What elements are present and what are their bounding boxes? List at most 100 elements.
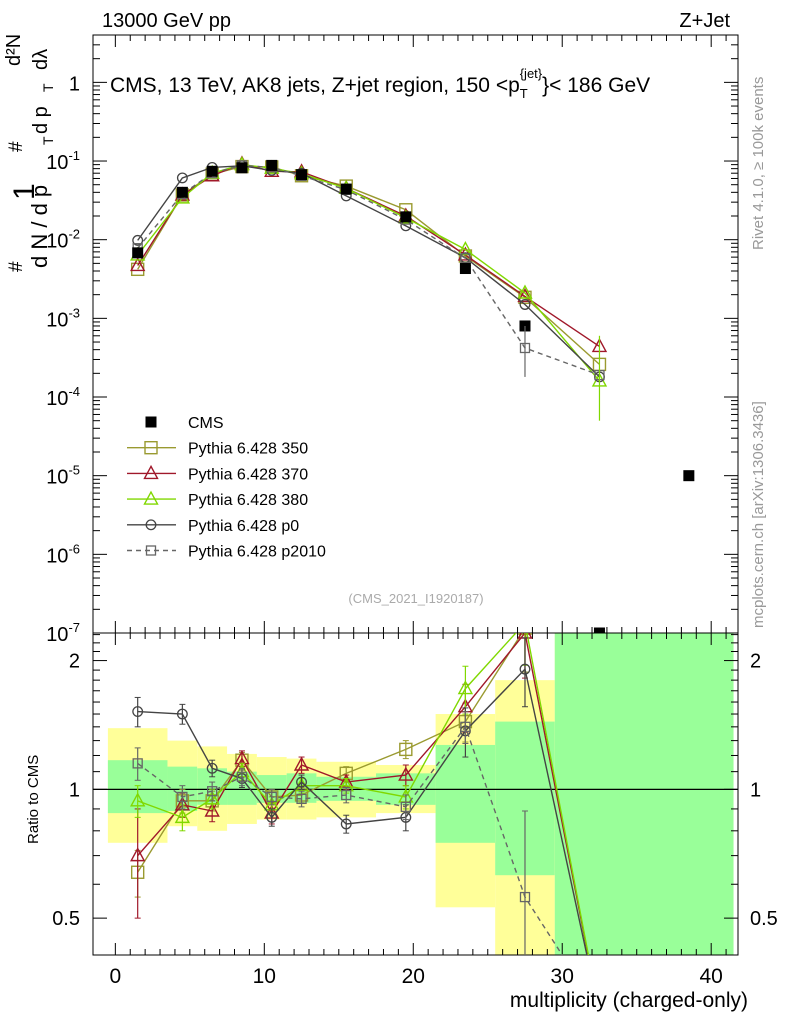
main-axes: 10-7 10-6 10-5 10-4 10-3 10-2 10-1 1 (46, 34, 739, 646)
ratio-point-p380 (174, 808, 191, 824)
cms-point (683, 470, 695, 482)
mcplots-label: mcplots.cern.ch [arXiv:1306.3436] (750, 401, 767, 628)
watermark: (CMS_2021_I1920187) (348, 591, 483, 606)
legend-label-p0: Pythia 6.428 p0 (188, 518, 299, 535)
title-sup: {jet} (520, 66, 543, 81)
chart-title: CMS, 13 TeV, AK8 jets, Z+jet region, 150… (110, 66, 650, 101)
ratio-point-p350 (399, 742, 413, 757)
ratio-point-p370 (398, 766, 414, 781)
x-axis-label: multiplicity (charged-only) (510, 989, 748, 1012)
legend-label-p380: Pythia 6.428 380 (188, 492, 308, 509)
y-tick-label: 10-3 (46, 305, 80, 331)
ratio-point-p0 (176, 708, 188, 720)
series-line-p380 (137, 163, 601, 382)
svg-text:CMS, 13 TeV, AK8 jets, Z+jet r: CMS, 13 TeV, AK8 jets, Z+jet region, 150… (110, 66, 650, 101)
ratio-series (130, 616, 590, 955)
title-main: CMS, 13 TeV, AK8 jets, Z+jet region, 150… (110, 74, 520, 97)
ylabel-one: 1 (8, 183, 41, 200)
x-tick-label: 10 (253, 965, 276, 988)
ratio-point-p0 (519, 663, 531, 675)
ratio-point-p2010 (296, 793, 307, 805)
ratio-bands (107, 633, 734, 955)
legend-marker-p370 (143, 464, 159, 480)
cms-point (236, 162, 248, 174)
legend-label-p370: Pythia 6.428 370 (188, 466, 308, 483)
ratio-point-p380 (130, 792, 146, 807)
ratio-point-p380 (518, 616, 531, 628)
y-tick-label: 10-1 (46, 148, 80, 174)
ylabel-sub-t: T (40, 136, 56, 145)
ratio-tick-label: 1 (69, 779, 80, 801)
ratio-point-p2010 (341, 789, 352, 801)
y-tick-label: 10-7 (46, 620, 80, 646)
x-tick-label: 40 (700, 965, 723, 988)
y-tick-label: 10-6 (46, 541, 80, 567)
ylabel-d2n: d²N (3, 34, 25, 66)
ratio-point-p350 (518, 633, 532, 635)
ylabel-sub-t2: T (40, 83, 56, 92)
cms-point (340, 183, 352, 195)
ratio-point-p2010 (236, 771, 248, 782)
legend-marker-p0 (145, 519, 157, 531)
ylabel-dl: dλ (30, 49, 52, 70)
ratio-line-p2010 (137, 725, 564, 955)
y-tick-label: 10-5 (46, 463, 80, 489)
ratio-point-p2010 (266, 791, 277, 803)
main-series (130, 155, 695, 633)
cms-point (132, 247, 144, 259)
series-line-p370 (137, 163, 600, 347)
point-p0 (519, 299, 531, 310)
ratio-tick-label-right: 2 (750, 651, 761, 673)
y-tick-label: 1 (69, 73, 80, 95)
cms-point (266, 159, 278, 171)
ratio-point-p0 (296, 776, 307, 788)
ratio-point-p2010 (400, 801, 411, 813)
ratio-point-p380 (204, 790, 220, 805)
ratio-point-p2010 (207, 786, 218, 797)
title-tail: }< 186 GeV (542, 74, 650, 97)
cms-point (400, 211, 412, 223)
y-tick-label: 10-4 (46, 384, 80, 410)
point-p380 (457, 241, 474, 256)
cms-point (459, 263, 471, 275)
point-p0 (176, 172, 188, 184)
ratio-point-p2010 (132, 758, 143, 769)
point-p0 (132, 234, 144, 246)
legend-label-cms: CMS (188, 415, 224, 432)
series-line-p0 (137, 165, 600, 378)
legend-label-p2010: Pythia 6.428 p2010 (188, 544, 326, 561)
ratio-point-p370 (293, 756, 310, 771)
band-inner-10 (554, 633, 734, 955)
point-p2010 (460, 253, 471, 264)
ratio-tick-label: 2 (69, 651, 80, 673)
y-axis-label: 1 # d N / d p T # d²N d p T dλ (3, 34, 56, 272)
ratio-point-p380 (457, 680, 474, 695)
ratio-point-p0 (340, 818, 352, 830)
ratio-frame (92, 632, 739, 956)
header-left: 13000 GeV pp (102, 10, 231, 32)
ratio-point-p0 (206, 762, 218, 774)
ratio-point-p2010 (460, 721, 471, 732)
ratio-point-p2010 (177, 791, 188, 803)
ylabel-hash1: # (6, 261, 27, 272)
x-tick-label: 20 (402, 965, 425, 988)
cms-point (176, 186, 188, 198)
ratio-point-p0 (132, 706, 144, 718)
cms-point (593, 627, 605, 633)
legend-marker-p350 (144, 441, 158, 455)
y-tick-label: 10-2 (46, 227, 80, 253)
ratio-tick-label-right: 0.5 (750, 908, 778, 930)
ratio-axes: 0 10 20 30 40 0.5 0.5 1 1 2 2 (52, 632, 778, 988)
legend-marker-cms (145, 416, 157, 428)
ylabel-dn: d N / d p (27, 185, 52, 268)
legend-marker-p380 (143, 490, 159, 505)
point-p380 (517, 284, 533, 299)
series-line-p350 (137, 165, 600, 365)
cms-point (206, 165, 218, 177)
band-inner-8 (435, 744, 496, 843)
ratio-point-p0 (266, 811, 278, 823)
rivet-label: Rivet 4.1.0, ≥ 100k events (750, 77, 767, 250)
legend: CMS Pythia 6.428 350 Pythia 6.428 370 Pythi… (127, 415, 326, 561)
legend-marker-p2010 (145, 545, 157, 556)
